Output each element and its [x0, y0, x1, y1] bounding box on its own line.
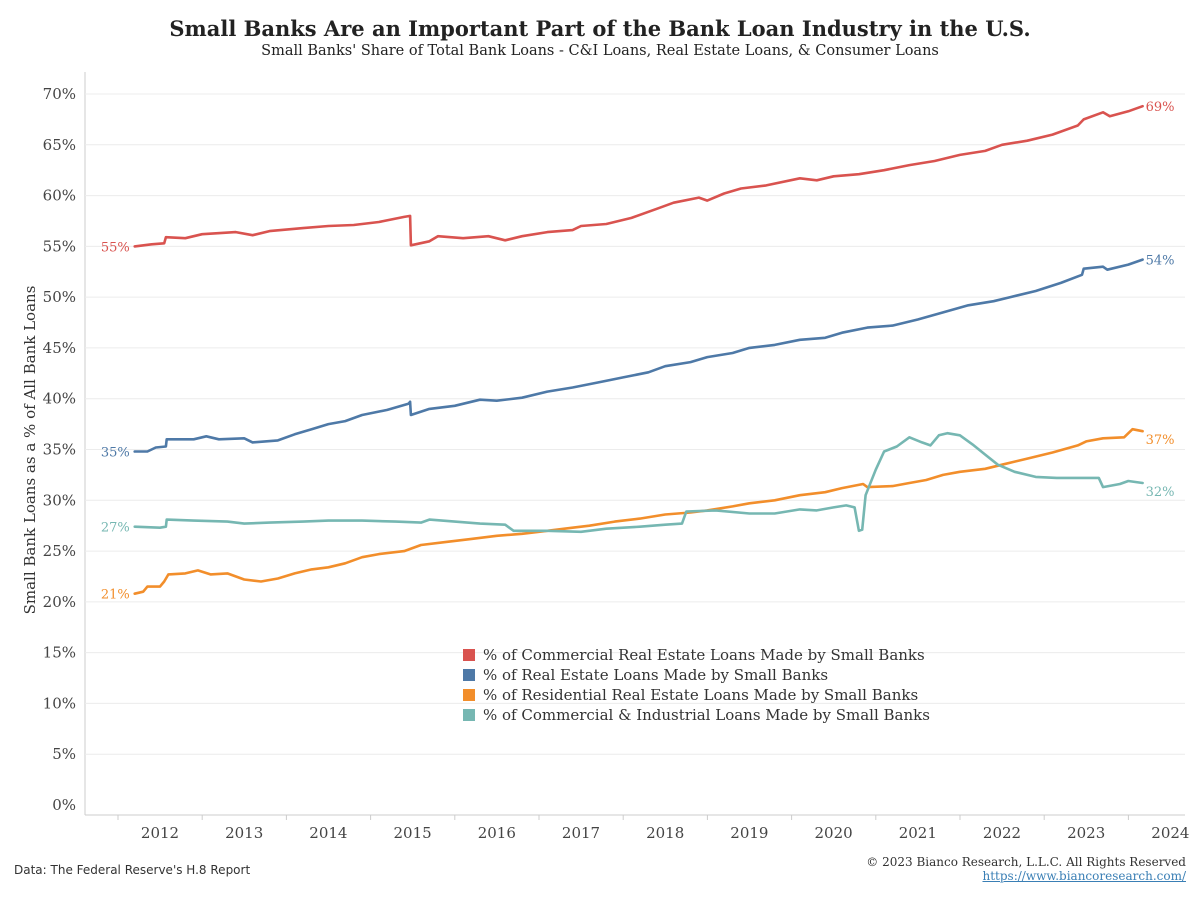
x-tick-label: 2020 — [815, 824, 853, 842]
legend-swatch — [463, 649, 475, 661]
series-start-label: 27% — [101, 521, 130, 536]
y-tick-label: 70% — [43, 85, 76, 103]
x-tick-label: 2018 — [646, 824, 684, 842]
x-tick-label: 2024 — [1151, 824, 1189, 842]
copyright-text: © 2023 Bianco Research, L.L.C. All Right… — [866, 855, 1186, 869]
y-tick-label: 55% — [43, 237, 76, 255]
y-tick-label: 45% — [43, 339, 76, 357]
legend-swatch — [463, 709, 475, 721]
series-line-4 — [133, 431, 1144, 534]
series-start-label: 55% — [101, 240, 130, 255]
y-tick-label: 40% — [43, 390, 76, 408]
y-tick-label: 25% — [43, 542, 76, 560]
y-tick-label: 35% — [43, 441, 76, 459]
series-end-label: 37% — [1146, 433, 1175, 448]
x-tick-label: 2015 — [394, 824, 432, 842]
x-tick-label: 2022 — [983, 824, 1021, 842]
x-tick-label: 2021 — [899, 824, 937, 842]
legend-item: % of Commercial Real Estate Loans Made b… — [463, 645, 930, 665]
legend-label: % of Real Estate Loans Made by Small Ban… — [483, 666, 829, 684]
data-source-note: Data: The Federal Reserve's H.8 Report — [14, 863, 251, 877]
y-tick-label: 60% — [43, 187, 76, 205]
series-line-1 — [133, 104, 1144, 248]
y-tick-label: 5% — [52, 745, 76, 763]
y-tick-label: 50% — [43, 288, 76, 306]
chart-subtitle: Small Banks' Share of Total Bank Loans -… — [261, 43, 939, 59]
x-tick-label: 2017 — [562, 824, 600, 842]
y-tick-label: 20% — [43, 593, 76, 611]
y-tick-label: 10% — [43, 694, 76, 712]
x-tick-label: 2014 — [309, 824, 347, 842]
legend-label: % of Commercial Real Estate Loans Made b… — [483, 646, 925, 664]
chart-title: Small Banks Are an Important Part of the… — [169, 16, 1031, 41]
copyright-block: © 2023 Bianco Research, L.L.C. All Right… — [866, 855, 1186, 883]
series-end-label: 69% — [1146, 100, 1175, 115]
y-tick-label: 0% — [52, 796, 76, 814]
y-tick-label: 30% — [43, 491, 76, 509]
legend-label: % of Residential Real Estate Loans Made … — [483, 686, 919, 704]
legend-item: % of Residential Real Estate Loans Made … — [463, 685, 930, 705]
legend-item: % of Real Estate Loans Made by Small Ban… — [463, 665, 930, 685]
legend-swatch — [463, 689, 475, 701]
series-line-3 — [133, 427, 1144, 595]
legend-item: % of Commercial & Industrial Loans Made … — [463, 705, 930, 725]
series-start-label: 21% — [101, 588, 130, 603]
legend-swatch — [463, 669, 475, 681]
y-tick-label: 65% — [43, 136, 76, 154]
x-tick-label: 2012 — [141, 824, 179, 842]
website-link[interactable]: https://www.biancoresearch.com/ — [982, 869, 1186, 883]
series-line-2 — [133, 258, 1144, 453]
legend-label: % of Commercial & Industrial Loans Made … — [483, 706, 930, 724]
x-tick-label: 2019 — [730, 824, 768, 842]
x-tick-label: 2016 — [478, 824, 516, 842]
x-tick-label: 2023 — [1067, 824, 1105, 842]
y-tick-label: 15% — [43, 644, 76, 662]
series-end-label: 32% — [1146, 485, 1175, 500]
series-start-label: 35% — [101, 446, 130, 461]
legend: % of Commercial Real Estate Loans Made b… — [463, 645, 930, 725]
series-end-label: 54% — [1146, 254, 1175, 269]
x-tick-label: 2013 — [225, 824, 263, 842]
